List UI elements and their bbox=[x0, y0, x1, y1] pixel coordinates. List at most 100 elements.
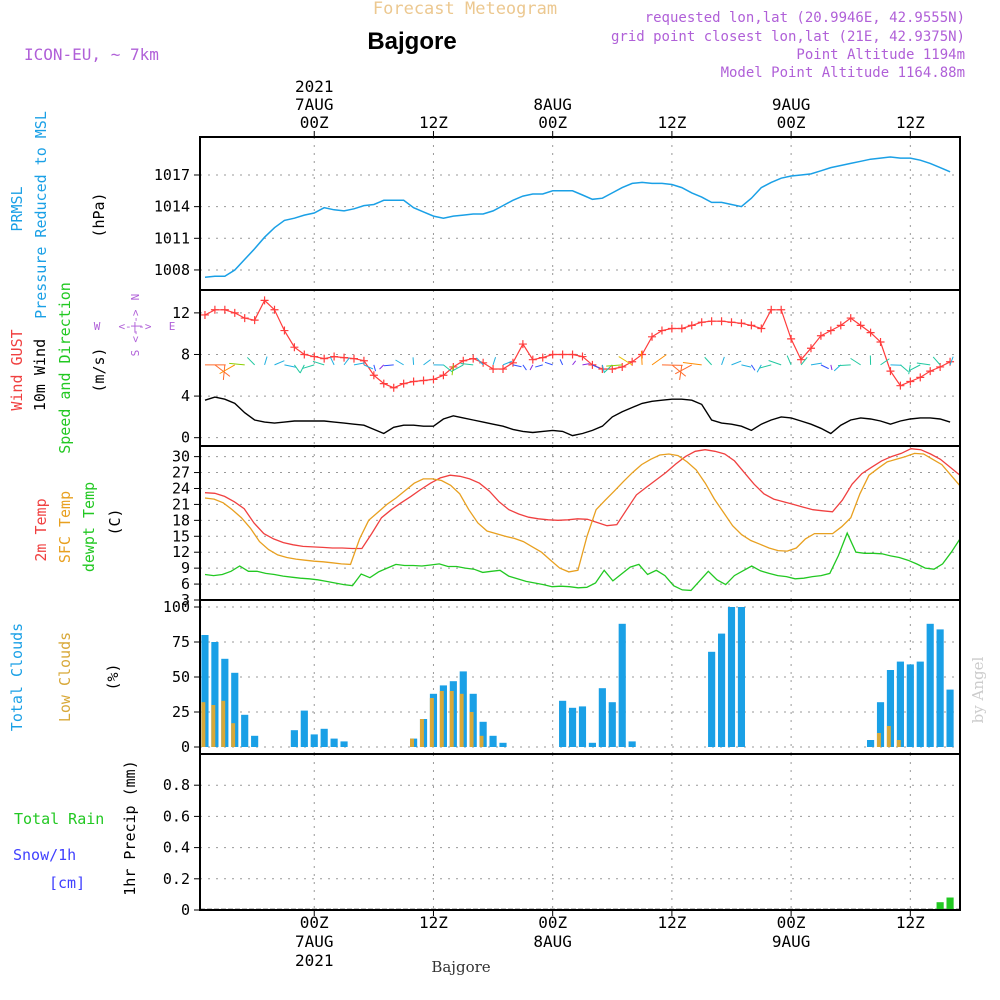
panel-clouds: 0 25 50 75 100 bbox=[163, 598, 960, 756]
gust-marker bbox=[767, 305, 776, 314]
wind-direction-arrow bbox=[443, 364, 453, 373]
total-cloud-bar bbox=[201, 635, 209, 747]
gust-marker bbox=[707, 317, 716, 326]
top-hour-label: 12Z bbox=[896, 113, 925, 132]
wind-direction-arrow bbox=[731, 360, 742, 366]
total-cloud-bar bbox=[608, 702, 616, 747]
top-date-label: 8AUG bbox=[533, 95, 572, 114]
gust-marker bbox=[648, 332, 657, 341]
wind-direction-arrow bbox=[559, 359, 564, 366]
gust-marker bbox=[389, 383, 398, 392]
gust-marker bbox=[846, 314, 855, 323]
y-tick-label: 12 bbox=[172, 304, 190, 322]
wind-direction-arrow bbox=[820, 364, 829, 370]
pressure-title-msl: Pressure Reduced to MSL bbox=[32, 111, 50, 319]
y-tick-label: 18 bbox=[172, 511, 190, 529]
y-tick-label: 1011 bbox=[154, 229, 190, 247]
wind-direction-arrow bbox=[640, 350, 643, 365]
compass-s: S bbox=[129, 350, 142, 357]
gust-marker bbox=[687, 321, 696, 330]
wind-direction-arrow bbox=[460, 362, 474, 366]
y-tick-label: 0.4 bbox=[163, 839, 190, 857]
compass-n: N bbox=[129, 294, 142, 301]
gust-marker bbox=[280, 326, 289, 335]
total-cloud-bar bbox=[231, 672, 239, 747]
pressure-unit: (hPa) bbox=[90, 192, 108, 237]
wind-direction-arrow bbox=[768, 360, 782, 366]
gust-marker bbox=[220, 305, 229, 314]
total-cloud-bar bbox=[340, 741, 348, 747]
wind-direction-arrow bbox=[302, 364, 315, 369]
y-tick-label: 15 bbox=[172, 527, 190, 545]
bottom-hour-label: 00Z bbox=[538, 913, 567, 932]
gust-marker bbox=[588, 360, 597, 369]
gust-marker bbox=[200, 310, 209, 319]
gust-marker bbox=[558, 350, 567, 359]
wind-direction-arrow bbox=[522, 364, 527, 371]
gust-marker bbox=[896, 381, 905, 390]
wind-direction-arrow bbox=[721, 356, 725, 366]
wind-direction-arrow bbox=[909, 364, 921, 372]
wind-direction-arrow bbox=[274, 360, 285, 366]
y-tick-label: 30 bbox=[172, 448, 190, 466]
cloud-title-total: Total Clouds bbox=[8, 623, 26, 731]
wind-direction-arrow bbox=[423, 359, 431, 366]
total-cloud-bar bbox=[211, 642, 219, 747]
total-cloud-bar bbox=[618, 623, 626, 747]
gust-marker bbox=[310, 352, 319, 361]
wind-direction-arrow bbox=[830, 364, 833, 371]
wind-direction-arrow bbox=[544, 361, 553, 366]
total-cloud-bar bbox=[310, 734, 318, 747]
temp-unit: (C) bbox=[106, 508, 124, 535]
gust-marker bbox=[916, 373, 925, 382]
y-tick-label: 1014 bbox=[154, 198, 190, 216]
gust-marker bbox=[886, 367, 895, 376]
wind-direction-arrow bbox=[679, 364, 683, 380]
gust-marker bbox=[538, 353, 547, 362]
total-cloud-bar bbox=[559, 700, 567, 747]
total-cloud-bar bbox=[737, 607, 746, 747]
wind-direction-arrow bbox=[837, 364, 851, 367]
wind-direction-arrow bbox=[908, 364, 911, 375]
wind-direction-arrow bbox=[373, 364, 377, 372]
gust-marker bbox=[836, 321, 845, 330]
low-cloud-bar bbox=[211, 705, 216, 747]
wind-direction-arrow bbox=[750, 364, 756, 371]
cloud-axis-titles: Total Clouds Low Clouds (%) bbox=[8, 623, 122, 731]
point-altitude: Point Altitude 1194m bbox=[796, 47, 965, 63]
top-date-label: 9AUG bbox=[772, 95, 811, 114]
top-year-label: 2021 bbox=[295, 77, 334, 96]
precip-unit: 1hr Precip (mm) bbox=[121, 760, 139, 895]
y-tick-label: 21 bbox=[172, 495, 190, 513]
total-cloud-bar bbox=[727, 607, 736, 747]
total-cloud-bar bbox=[936, 629, 944, 747]
grid-point-coords: grid point closest lon,lat (21E, 42.9375… bbox=[611, 29, 965, 45]
low-cloud-bar bbox=[201, 702, 206, 747]
gust-marker bbox=[489, 365, 498, 374]
gust-marker bbox=[499, 365, 508, 374]
gust-marker bbox=[399, 379, 408, 388]
wind-direction-arrow bbox=[229, 362, 245, 366]
gust-marker bbox=[369, 371, 378, 380]
y-tick-label: 1008 bbox=[154, 261, 190, 279]
low-cloud-bar bbox=[896, 740, 901, 747]
wind-direction-arrow bbox=[572, 360, 577, 366]
bottom-date-label: 7AUG bbox=[295, 932, 334, 951]
total-cloud-bar bbox=[330, 738, 338, 747]
total-cloud-bar bbox=[290, 730, 298, 747]
gust-marker bbox=[777, 305, 786, 314]
total-cloud-bar bbox=[598, 688, 606, 747]
bottom-hour-label: 12Z bbox=[419, 913, 448, 932]
gust-marker bbox=[518, 340, 527, 349]
gust-marker bbox=[737, 319, 746, 328]
wind10m-line bbox=[204, 396, 951, 437]
gust-marker bbox=[270, 305, 279, 314]
gust-marker bbox=[330, 352, 339, 361]
gust-marker bbox=[260, 296, 269, 305]
gust-marker bbox=[349, 354, 358, 363]
precip-axis-titles: Total Rain Snow/1h [cm] 1hr Precip (mm) bbox=[13, 760, 139, 895]
